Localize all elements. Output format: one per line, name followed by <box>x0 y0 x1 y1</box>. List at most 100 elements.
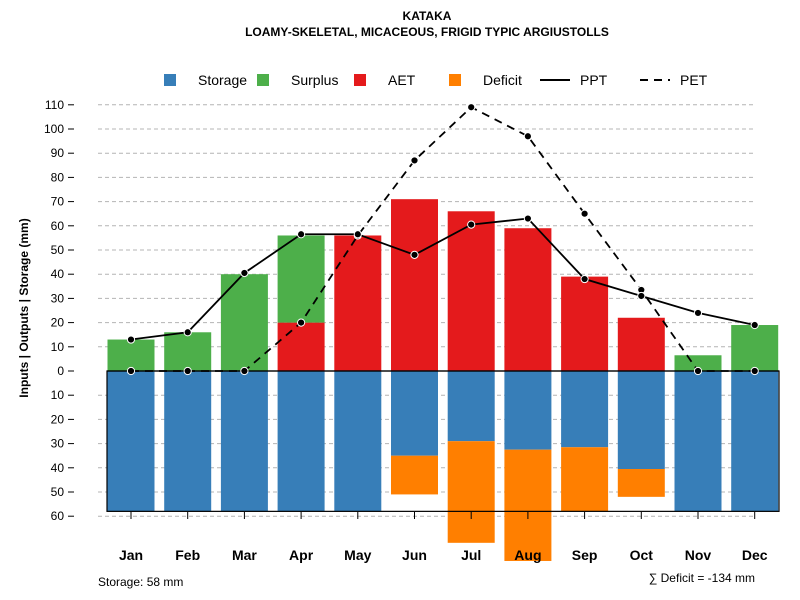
y-tick-label: 90 <box>51 146 65 160</box>
bar-aet <box>504 228 552 371</box>
storage-note: Storage: 58 mm <box>98 575 183 589</box>
legend-label: Surplus <box>291 72 338 88</box>
x-tick-label: Dec <box>742 547 768 563</box>
pet-point <box>693 366 703 376</box>
legend-swatch <box>354 74 366 86</box>
chart-subtitle: LOAMY-SKELETAL, MICACEOUS, FRIGID TYPIC … <box>245 25 609 39</box>
y-axis-label: Inputs | Outputs | Storage (mm) <box>17 218 31 397</box>
bar-surplus <box>220 274 268 371</box>
pet-point <box>126 366 136 376</box>
legend-label: Storage <box>198 72 247 88</box>
x-tick-label: May <box>344 547 371 563</box>
pet-point <box>410 156 419 165</box>
bar-aet <box>617 317 665 371</box>
bar-aet <box>391 199 438 371</box>
pet-point <box>240 366 249 376</box>
x-tick-label: Feb <box>175 547 200 563</box>
y-tick-label: 40 <box>51 461 65 475</box>
pet-point <box>580 209 589 218</box>
y-tick-label: 60 <box>51 509 65 523</box>
y-tick-label: 80 <box>51 170 65 184</box>
bar-storage <box>391 371 438 456</box>
bar-surplus <box>731 325 779 371</box>
pet-point <box>183 366 192 376</box>
x-tick-label: Aug <box>514 547 541 563</box>
bar-deficit <box>504 449 552 561</box>
bar-storage <box>447 371 495 442</box>
y-tick-label: 60 <box>51 219 65 233</box>
legend-label: PET <box>680 72 708 88</box>
ppt-point <box>126 335 136 344</box>
ppt-point <box>750 320 759 330</box>
ppt-point <box>693 308 703 318</box>
ppt-point <box>297 230 306 239</box>
ppt-point <box>580 274 589 284</box>
bars <box>107 199 779 561</box>
ppt-line <box>130 217 755 341</box>
x-tick-label: Mar <box>232 547 257 563</box>
deficit-note: ∑ Deficit = -134 mm <box>649 571 755 585</box>
y-tick-label: 50 <box>51 485 65 499</box>
y-tick-label: 30 <box>51 291 65 305</box>
ppt-point <box>467 220 476 229</box>
y-tick-label: 50 <box>51 243 65 257</box>
x-tick-label: Jan <box>119 547 143 563</box>
y-tick-label: 40 <box>51 267 65 281</box>
bar-surplus <box>107 339 155 371</box>
legend-label: PPT <box>580 72 608 88</box>
bar-surplus <box>277 235 325 323</box>
y-tick-label: 10 <box>51 340 65 354</box>
pet-point <box>750 366 759 376</box>
x-tick-label: Nov <box>685 547 712 563</box>
y-tick-label: 20 <box>51 412 65 426</box>
bar-storage <box>617 371 665 470</box>
y-tick-label: 70 <box>51 195 65 209</box>
bar-storage <box>674 371 722 512</box>
y-tick-label: 0 <box>57 364 64 378</box>
legend-label: AET <box>388 72 416 88</box>
legend-swatch <box>257 74 269 86</box>
bar-aet <box>561 276 609 371</box>
ppt-point <box>523 214 533 223</box>
x-tick-label: Jul <box>461 547 481 563</box>
bar-aet <box>334 235 382 371</box>
legend-swatch <box>449 74 461 86</box>
x-tick-label: Sep <box>572 547 598 563</box>
bar-storage <box>107 371 155 512</box>
bar-storage <box>220 371 268 512</box>
bar-storage <box>164 371 212 512</box>
pet-point <box>297 318 306 327</box>
ppt-point <box>637 291 646 301</box>
bar-surplus <box>674 355 722 371</box>
legend-label: Deficit <box>483 72 522 88</box>
pet-point <box>467 103 476 112</box>
bar-storage <box>561 371 609 448</box>
legend-swatch <box>164 74 176 86</box>
chart-title: KATAKA <box>403 9 452 23</box>
y-tick-label: 110 <box>45 98 64 112</box>
bar-aet <box>447 211 495 371</box>
bar-deficit <box>391 455 438 495</box>
ppt-point <box>353 230 362 239</box>
bar-deficit <box>561 447 609 512</box>
x-tick-label: Jun <box>402 547 427 563</box>
ppt-point <box>240 268 249 278</box>
legend: Storage Surplus AET Deficit PPT PET <box>164 72 708 88</box>
pet-point <box>523 132 533 141</box>
tick-labels: 1101009080706050403020100102030405060Jan… <box>44 98 768 563</box>
bar-surplus <box>164 332 212 371</box>
y-tick-label: 20 <box>51 316 65 330</box>
bar-deficit <box>447 441 495 543</box>
y-tick-label: 100 <box>44 122 64 136</box>
pet-line <box>131 106 755 372</box>
bar-storage <box>334 371 382 512</box>
x-tick-label: Oct <box>630 547 654 563</box>
storage-capacity-box <box>106 370 780 512</box>
x-tick-label: Apr <box>289 547 314 563</box>
ppt-point <box>183 328 192 337</box>
series-lines <box>126 103 759 376</box>
y-tick-label: 10 <box>51 388 65 402</box>
bar-storage <box>504 371 552 450</box>
bar-storage <box>731 371 779 512</box>
